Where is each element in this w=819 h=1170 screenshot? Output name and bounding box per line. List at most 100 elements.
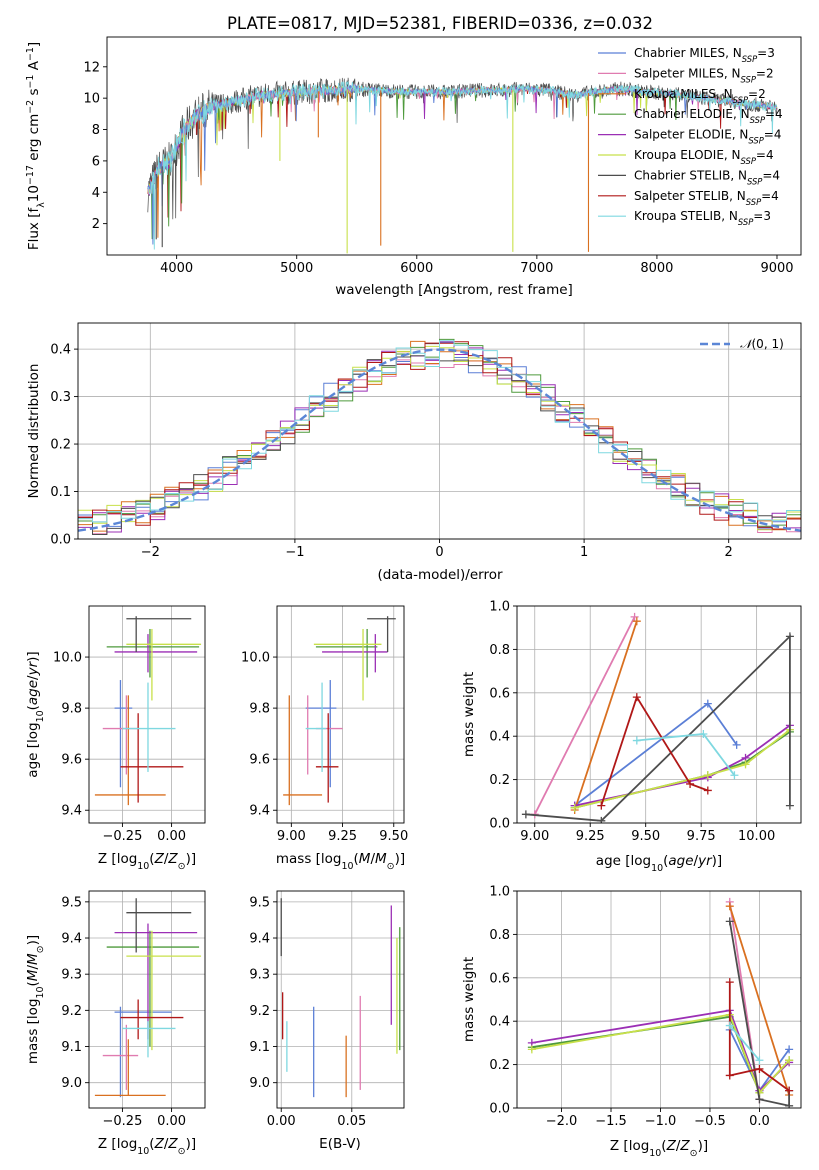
y-tick-label: 9.2 (249, 1004, 270, 1019)
axes-frame (88, 605, 206, 824)
y-tick-label: 2 (92, 217, 100, 232)
series-marker (521, 810, 530, 819)
plot-area (280, 898, 401, 1098)
y-tick-label: 0.6 (489, 686, 510, 701)
series-marker (597, 801, 606, 810)
y-tick-label: 9.3 (61, 968, 82, 983)
axes-frame (276, 605, 405, 824)
x-tick-label: −1 (285, 545, 304, 560)
x-axis-label: Z [log10(Z/Z⊙)] (98, 851, 196, 872)
y-tick-label: 9.3 (249, 968, 270, 983)
x-tick-label: 9.25 (576, 829, 605, 844)
x-tick-label: 9000 (760, 261, 793, 276)
y-tick-label: 1.0 (489, 600, 510, 615)
series-line (531, 1013, 790, 1095)
normal-curve (78, 348, 801, 532)
plot-area (527, 897, 794, 1108)
x-tick-label: 9.75 (687, 829, 716, 844)
axes-spectrum: 4000 5000 6000 7000 8000 9000 2 4 6 8 10 12 waveleng… (25, 36, 802, 298)
series-marker (741, 760, 750, 769)
y-axis-label: Flux [fλ10−17 erg cm−2 s−1 A−1] (25, 42, 47, 250)
y-axis-label: Normed distribution (26, 364, 42, 499)
series-marker (785, 1056, 794, 1065)
axes-age-vs-Z: −0.25 0.00 9.4 9.6 9.8 10.0 Z [log10(Z/Z⊙)] age… (25, 605, 206, 872)
series-line (525, 634, 791, 822)
axes-mass-vs-Z: −0.25 0.00 9.0 9.1 9.2 9.3 9.4 9.5 Z [log10(Z/Z⊙… (25, 890, 206, 1157)
series-marker (570, 803, 579, 812)
series-marker (785, 632, 794, 641)
legend-entry: Kroupa MILES, NSSP=2 (634, 87, 766, 105)
y-tick-label: 9.1 (249, 1040, 270, 1055)
x-tick-label: −1.0 (645, 1114, 677, 1129)
x-tick-label: 0.00 (157, 1114, 186, 1129)
legend-entry: Salpeter STELIB, NSSP=4 (634, 189, 779, 207)
x-tick-label: 8000 (640, 261, 673, 276)
y-tick-label: 9.2 (61, 1004, 82, 1019)
y-tick-label: 8 (92, 123, 100, 138)
series-line (533, 616, 636, 815)
plot-area (94, 616, 202, 806)
y-tick-label: 9.5 (61, 895, 82, 910)
series-marker (725, 917, 734, 926)
y-tick-label: 9.1 (61, 1040, 82, 1055)
series-marker (703, 771, 712, 780)
legend: Chabrier MILES, NSSP=3 Salpeter MILES, NS… (598, 46, 783, 227)
y-tick-label: 9.8 (249, 702, 270, 717)
series-marker (725, 902, 734, 911)
legend-entry: Chabrier STELIB, NSSP=4 (634, 168, 780, 186)
series-marker (730, 771, 739, 780)
y-tick-label: 9.0 (249, 1076, 270, 1091)
axes-residuals: −2 −1 0 1 2 0.0 0.1 0.2 0.3 0.4 (data-model)/error… (26, 322, 802, 583)
x-tick-label: 5000 (280, 261, 313, 276)
x-tick-label: −0.5 (694, 1114, 726, 1129)
x-axis-label: wavelength [Angstrom, rest frame] (335, 282, 573, 298)
y-tick-label: 6 (92, 154, 100, 169)
plot-area (94, 898, 202, 1098)
y-tick-label: 10.0 (241, 651, 270, 666)
axes-frame (106, 36, 802, 256)
y-axis-label: mass weight (461, 672, 477, 757)
x-tick-label: 9.00 (520, 829, 549, 844)
series-line (600, 694, 709, 806)
x-axis-label: age [log10(age/yr)] (596, 853, 722, 874)
series-line (573, 620, 638, 811)
x-axis-label: (data-model)/error (377, 567, 503, 583)
x-axis-label: Z [log10(Z/Z⊙)] (610, 1138, 708, 1159)
plot-area (283, 616, 396, 806)
y-tick-label: 0.4 (50, 343, 71, 358)
series-marker (785, 1086, 794, 1095)
y-tick-label: 9.5 (249, 895, 270, 910)
series-line (574, 728, 791, 809)
series-marker (725, 978, 734, 987)
x-tick-label: 0.05 (337, 1114, 366, 1129)
x-tick-label: 2 (725, 545, 733, 560)
x-tick-label: 6000 (400, 261, 433, 276)
x-tick-label: 10.00 (738, 829, 775, 844)
y-tick-label: 0.4 (489, 730, 510, 745)
y-tick-label: 0.3 (50, 390, 71, 405)
y-tick-label: 0.8 (489, 928, 510, 943)
y-axis-label: mass [log10(M/M⊙)] (25, 935, 46, 1064)
x-tick-label: 9.50 (631, 829, 660, 844)
axes-massweight-vs-age: 9.00 9.25 9.50 9.75 10.00 0.0 0.2 0.4 0.6 0.8 1.0 a… (461, 600, 802, 874)
series-marker (703, 699, 712, 708)
legend-entry: Chabrier ELODIE, NSSP=4 (634, 107, 783, 125)
y-tick-label: 0.0 (489, 1102, 510, 1117)
axes-age-vs-mass: 9.00 9.25 9.50 9.4 9.6 9.8 10.0 mass [log10(M/M… (241, 605, 408, 872)
series-marker (785, 1045, 794, 1054)
y-tick-label: 0.4 (489, 1015, 510, 1030)
y-tick-label: 1.0 (489, 885, 510, 900)
y-tick-label: 0.6 (489, 971, 510, 986)
x-tick-label: 0.00 (157, 829, 186, 844)
legend-entry: Kroupa ELODIE, NSSP=4 (634, 148, 774, 166)
axes-massweight-vs-Z: −2.0 −1.5 −1.0 −0.5 0.0 0.0 0.2 0.4 0.6 0.8 1.0 Z [… (461, 885, 802, 1159)
plot-area (78, 338, 801, 535)
x-tick-label: 1 (580, 545, 588, 560)
y-tick-label: 9.0 (61, 1076, 82, 1091)
series-marker (630, 612, 639, 621)
y-tick-label: 0.0 (50, 533, 71, 548)
y-tick-label: 10 (83, 92, 100, 107)
x-tick-label: −0.25 (103, 829, 143, 844)
series-line (728, 921, 790, 1107)
